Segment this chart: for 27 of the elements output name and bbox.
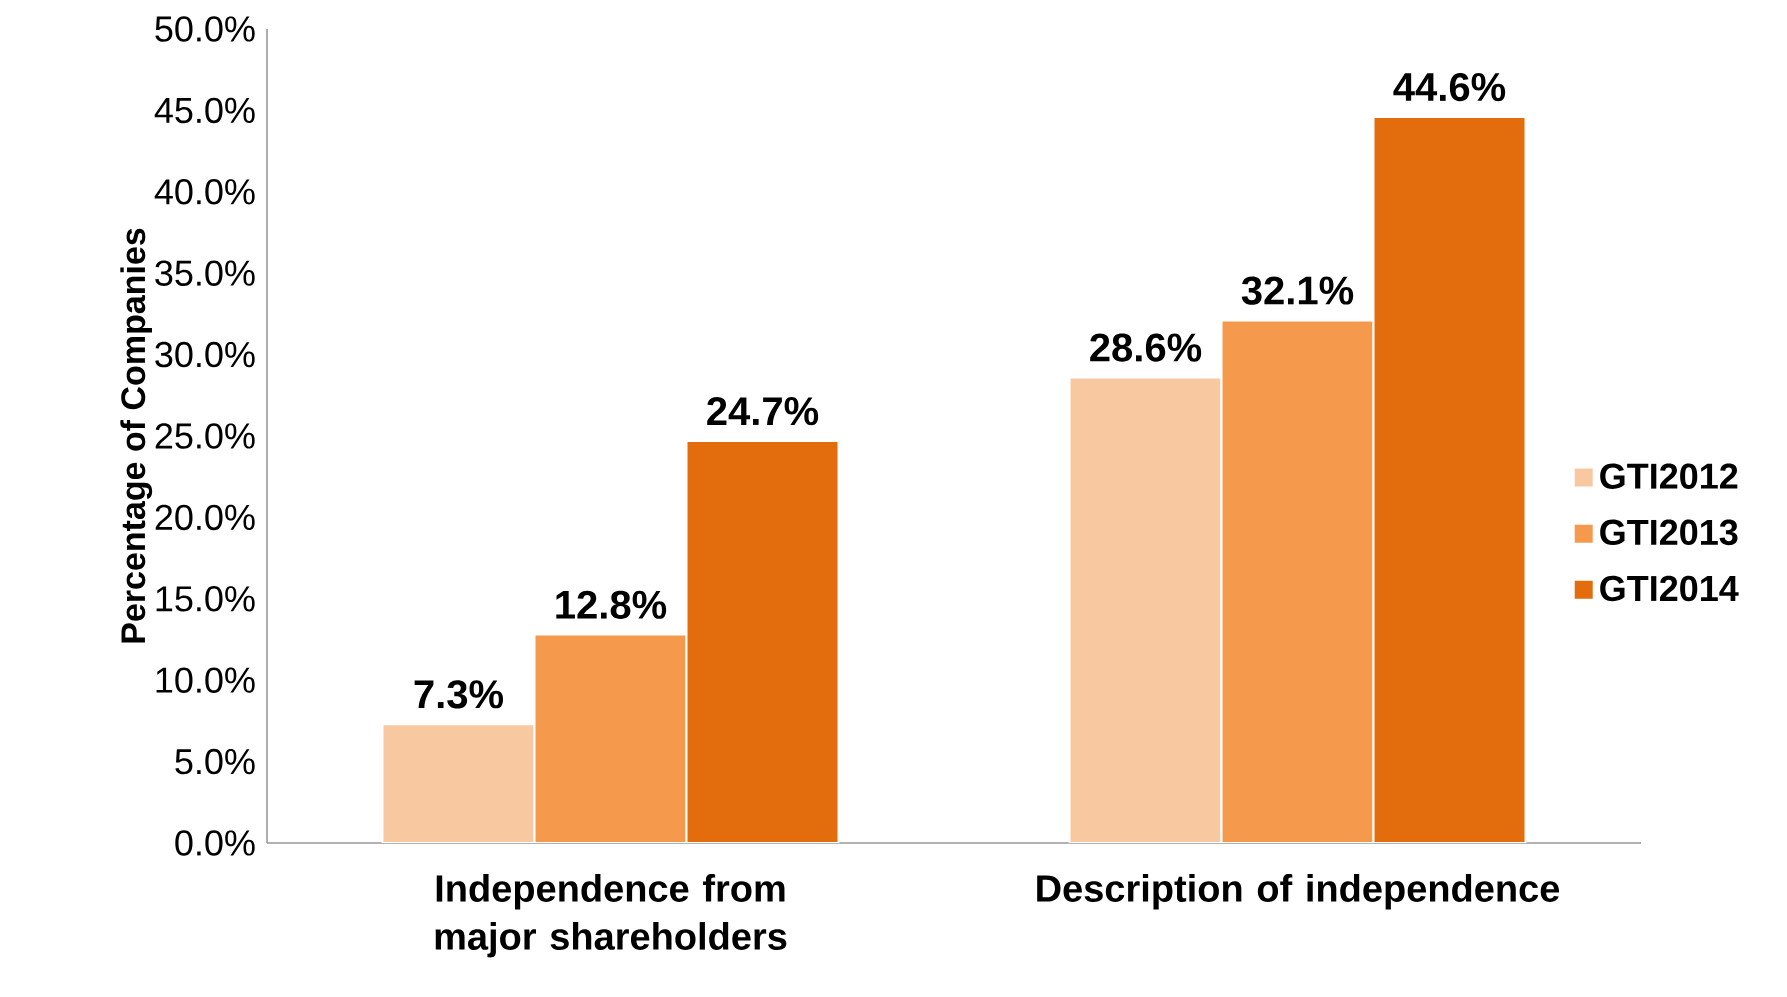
data-label: 32.1%	[1241, 276, 1354, 305]
data-label: 44.6%	[1393, 72, 1506, 102]
data-label: 24.7%	[707, 396, 819, 426]
y-tick-label: 40.0%	[154, 179, 255, 205]
y-tick-label: 10.0%	[156, 667, 255, 693]
x-tick-label: Description of independence	[1037, 874, 1560, 910]
y-tick-label: 45.0%	[154, 97, 255, 124]
bar	[1220, 319, 1375, 843]
y-tick-label: 20.0%	[155, 504, 255, 531]
y-tick-label: 15.0%	[156, 586, 255, 612]
legend-label: GTI2013	[1600, 519, 1738, 546]
bar	[533, 633, 688, 843]
data-label: 28.6%	[1090, 333, 1202, 362]
y-tick-label: 5.0%	[175, 748, 255, 775]
y-tick-label: 35.0%	[155, 260, 255, 286]
y-tick-label: 25.0%	[155, 423, 255, 449]
y-tick-label: 30.0%	[155, 341, 255, 368]
y-axis-title: Percentage of Companies	[120, 228, 153, 643]
legend-label: GTI2012	[1600, 463, 1738, 489]
y-tick-label: 50.0%	[155, 16, 255, 42]
x-tick-label: Independence from major shareholders	[435, 874, 787, 958]
y-tick-label: 0.0%	[175, 830, 255, 856]
bar	[685, 439, 840, 843]
data-label: 12.8%	[556, 590, 667, 619]
bar	[1372, 115, 1527, 843]
data-label: 7.3%	[414, 680, 504, 709]
legend-label: GTI2014	[1600, 575, 1739, 602]
